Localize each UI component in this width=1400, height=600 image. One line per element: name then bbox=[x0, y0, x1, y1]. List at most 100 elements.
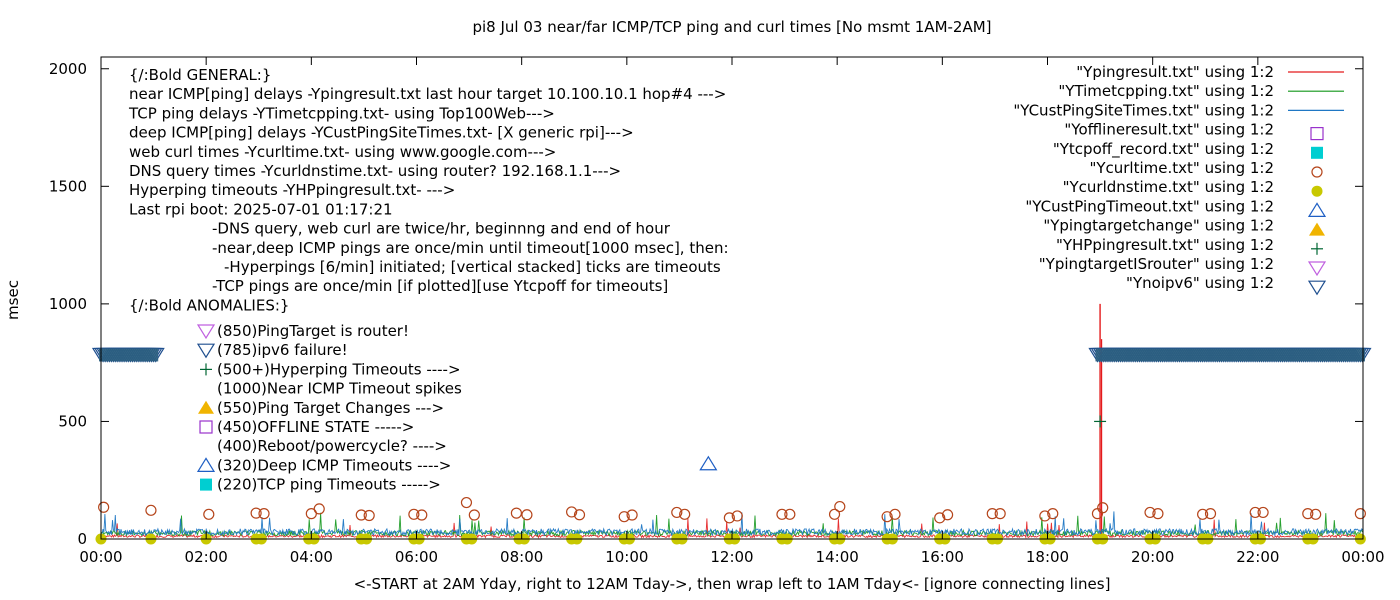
y-tick-label: 0 bbox=[77, 530, 87, 548]
x-tick-label: 20:00 bbox=[1131, 548, 1174, 566]
x-tick-label: 16:00 bbox=[921, 548, 964, 566]
data-point bbox=[994, 508, 1006, 520]
x-tick-label: 08:00 bbox=[500, 548, 543, 566]
x-tick-label: 02:00 bbox=[185, 548, 228, 566]
legend-label: "Ycurltime.txt" using 1:2 bbox=[1089, 159, 1274, 177]
data-point bbox=[834, 500, 846, 513]
data-point bbox=[145, 504, 157, 516]
anomaly-marker bbox=[199, 420, 213, 434]
legend-label: "YCustPingSiteTimes.txt" using 1:2 bbox=[1013, 101, 1274, 119]
data-point bbox=[723, 512, 735, 524]
data-point bbox=[626, 509, 638, 521]
legend-label: "YHPpingresult.txt" using 1:2 bbox=[1056, 236, 1274, 254]
x-tick-label: 12:00 bbox=[710, 548, 753, 566]
x-tick-label: 06:00 bbox=[395, 548, 438, 566]
data-point bbox=[1097, 502, 1109, 514]
data-point bbox=[203, 508, 215, 520]
x-tick-label: 22:00 bbox=[1236, 548, 1279, 566]
data-point bbox=[934, 512, 946, 524]
note-line: -DNS query, web curl are twice/hr, begin… bbox=[212, 220, 671, 238]
legend-marker bbox=[1310, 126, 1324, 141]
x-tick-label: 04:00 bbox=[290, 548, 333, 566]
data-point bbox=[941, 509, 954, 521]
data-point bbox=[1204, 508, 1217, 520]
anomaly-marker bbox=[200, 478, 212, 491]
data-point bbox=[521, 509, 533, 521]
anomaly-text: (550)Ping Target Changes ---> bbox=[217, 399, 444, 417]
note-line: -Hyperpings [6/min] initiated; [vertical… bbox=[224, 258, 721, 276]
y-axis-label: msec bbox=[4, 280, 22, 320]
note-line: Last rpi boot: 2025-07-01 01:17:21 bbox=[129, 200, 393, 218]
note-line: web curl times -Ycurltime.txt- using www… bbox=[129, 143, 556, 161]
data-point bbox=[1302, 508, 1314, 520]
anomaly-marker bbox=[196, 324, 216, 340]
note-line: Hyperping timeouts -YHPpingresult.txt- -… bbox=[129, 181, 455, 199]
y-tick-label: 1000 bbox=[49, 295, 87, 313]
data-point bbox=[986, 508, 998, 520]
anomaly-text: (785)ipv6 failure! bbox=[217, 341, 348, 359]
anomaly-text: (320)Deep ICMP Timeouts ----> bbox=[217, 456, 451, 474]
data-point bbox=[881, 511, 893, 523]
axes: 0 500 1000 1500 2000 00:00 02:00 04:00 06:00 08:0… bbox=[49, 56, 1385, 566]
data-point bbox=[355, 509, 367, 521]
data-point bbox=[460, 496, 473, 509]
legend-label: "YpingtargetISrouter" using 1:2 bbox=[1039, 255, 1274, 273]
anomaly-text: (850)PingTarget is router! bbox=[217, 322, 409, 340]
data-point bbox=[566, 506, 578, 518]
data-point bbox=[1257, 506, 1269, 519]
data-point bbox=[1354, 508, 1366, 520]
legend-label: "Ynoipv6" using 1:2 bbox=[1126, 274, 1274, 292]
data-point bbox=[731, 510, 743, 522]
anomaly-marker bbox=[196, 343, 216, 359]
data-point bbox=[1152, 508, 1164, 520]
anomaly-marker bbox=[198, 400, 214, 414]
data-point bbox=[784, 508, 796, 520]
legend-marker bbox=[1307, 280, 1327, 296]
y-tick-label: 2000 bbox=[49, 60, 87, 78]
anomaly-marker bbox=[200, 363, 212, 376]
data-point bbox=[1249, 506, 1261, 519]
note-line: near ICMP[ping] delays -Ypingresult.txt … bbox=[129, 85, 726, 103]
data-point bbox=[828, 508, 841, 520]
legend-marker bbox=[1309, 222, 1325, 236]
x-tick-label: 00:00 bbox=[79, 548, 122, 566]
data-point bbox=[776, 508, 788, 520]
data-point bbox=[1039, 510, 1051, 522]
legend-label: "Ypingtargetchange" using 1:2 bbox=[1043, 217, 1274, 235]
legend-label: "YCustPingTimeout.txt" using 1:2 bbox=[1025, 197, 1274, 215]
data-point bbox=[416, 509, 428, 521]
legend-marker bbox=[1311, 185, 1323, 197]
note-line: deep ICMP[ping] delays -YCustPingSiteTim… bbox=[129, 124, 634, 142]
x-tick-label: 18:00 bbox=[1026, 548, 1069, 566]
data-point bbox=[313, 503, 325, 515]
x-tick-label: 10:00 bbox=[605, 548, 648, 566]
data-point bbox=[699, 455, 718, 471]
data-point bbox=[889, 508, 901, 520]
legend-marker bbox=[1311, 242, 1323, 255]
legend-label: "Yofflineresult.txt" using 1:2 bbox=[1064, 121, 1274, 139]
ipv6-failure-band bbox=[1095, 348, 1365, 362]
anomaly-text: (220)TCP ping Timeouts -----> bbox=[217, 476, 441, 494]
x-tick-label: 14:00 bbox=[816, 548, 859, 566]
data-point bbox=[1197, 508, 1209, 520]
annotation-notes: {/:Bold GENERAL:}near ICMP[ping] delays … bbox=[128, 66, 729, 494]
note-line: -TCP pings are once/min [if plotted][use… bbox=[212, 277, 668, 295]
data-point bbox=[573, 509, 586, 521]
legend-label: "Ytcpoff_record.txt" using 1:2 bbox=[1053, 140, 1274, 159]
data-point bbox=[250, 507, 262, 519]
data-point bbox=[1094, 415, 1107, 428]
chart-title: pi8 Jul 03 near/far ICMP/TCP ping and cu… bbox=[472, 18, 991, 36]
legend-marker bbox=[1307, 261, 1327, 277]
data-point bbox=[1047, 508, 1059, 520]
data-point bbox=[258, 508, 270, 520]
anomaly-marker bbox=[196, 457, 216, 472]
data-point bbox=[468, 509, 480, 521]
y-tick-label: 1500 bbox=[49, 177, 87, 195]
anomaly-text: (400)Reboot/powercycle? ----> bbox=[217, 437, 447, 455]
data-point bbox=[510, 507, 523, 519]
anomaly-text: (500+)Hyperping Timeouts ----> bbox=[217, 360, 461, 378]
legend-marker bbox=[1311, 146, 1323, 159]
data-point bbox=[408, 508, 420, 520]
